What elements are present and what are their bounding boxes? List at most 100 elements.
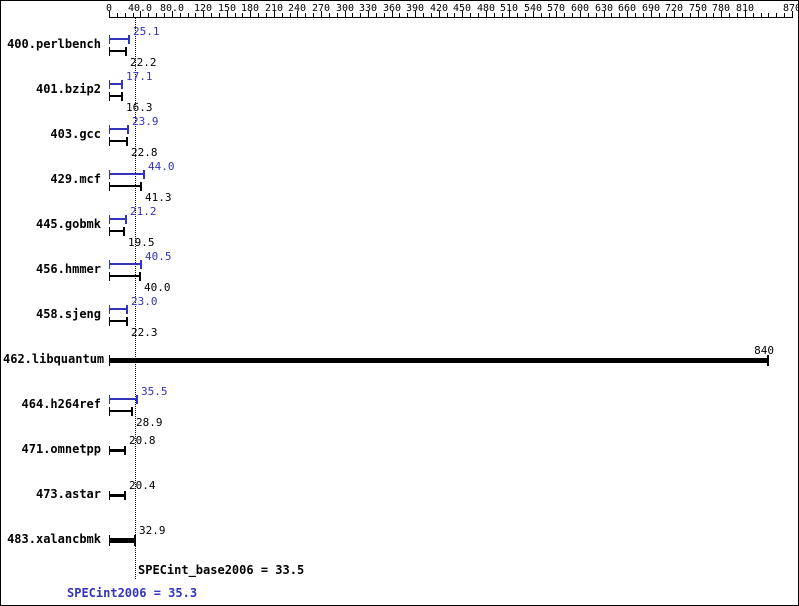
- x-axis-minor-tick: [399, 13, 400, 17]
- x-axis-tick-label: 480: [476, 3, 496, 14]
- x-axis-minor-tick: [470, 13, 471, 17]
- x-axis-minor-tick: [235, 13, 236, 17]
- benchmark-label: 445.gobmk: [35, 217, 101, 231]
- x-axis-minor-tick: [596, 13, 597, 17]
- base-bar-left-cap: [109, 272, 110, 281]
- x-axis-minor-tick: [219, 13, 220, 17]
- x-axis-minor-tick: [666, 13, 667, 17]
- x-axis-tick-label: 40.0: [127, 3, 153, 14]
- x-axis-major-tick: [172, 11, 173, 17]
- base-bar: [109, 449, 125, 452]
- peak-bar-end-cap: [126, 305, 128, 314]
- x-axis-minor-tick: [478, 13, 479, 17]
- x-axis-minor-tick: [313, 13, 314, 17]
- x-axis-major-tick: [368, 11, 369, 17]
- x-axis-minor-tick: [447, 13, 448, 17]
- x-axis-minor-tick: [454, 13, 455, 17]
- x-axis-minor-tick: [329, 13, 330, 17]
- x-axis-minor-tick: [706, 13, 707, 17]
- x-axis-minor-tick: [588, 13, 589, 17]
- x-axis-tick-label: 150: [217, 3, 237, 14]
- base-value-label: 28.9: [136, 416, 163, 429]
- base-bar-end-cap: [124, 446, 126, 455]
- x-axis-major-tick: [321, 11, 322, 17]
- benchmark-label: 464.h264ref: [21, 397, 101, 411]
- base-bar: [109, 185, 141, 187]
- x-axis-minor-tick: [690, 13, 691, 17]
- base-bar: [109, 50, 126, 52]
- x-axis-tick-label: 780: [711, 3, 731, 14]
- x-axis-major-tick: [345, 11, 346, 17]
- peak-bar-end-cap: [128, 35, 130, 44]
- x-axis-major-tick: [274, 11, 275, 17]
- base-bar-left-cap: [109, 446, 110, 455]
- peak-value-label: 25.1: [133, 25, 160, 38]
- base-bar-left-cap: [109, 92, 110, 101]
- base-bar: [109, 358, 768, 363]
- x-axis-minor-tick: [682, 13, 683, 17]
- x-axis-major-tick: [698, 11, 699, 17]
- x-axis-tick-label: 300: [335, 3, 355, 14]
- base-bar-end-cap: [126, 137, 128, 146]
- x-axis-tick-label: 570: [546, 3, 566, 14]
- x-axis-minor-tick: [494, 13, 495, 17]
- base-value-label: 32.9: [139, 524, 166, 537]
- x-axis-minor-tick: [517, 13, 518, 17]
- peak-bar-left-cap: [109, 35, 110, 44]
- x-axis-tick-label: 870: [782, 3, 798, 14]
- x-axis-minor-tick: [784, 13, 785, 17]
- x-axis-minor-tick: [305, 13, 306, 17]
- x-axis-tick-label: 120: [193, 3, 213, 14]
- peak-bar-left-cap: [109, 305, 110, 314]
- x-axis-minor-tick: [713, 13, 714, 17]
- base-value-label: 16.3: [126, 101, 153, 114]
- x-axis-minor-tick: [125, 13, 126, 17]
- x-axis-major-tick: [392, 11, 393, 17]
- peak-bar-end-cap: [136, 395, 138, 404]
- x-axis-tick-label: 80.0: [159, 3, 185, 14]
- base-bar: [109, 410, 132, 412]
- x-axis-minor-tick: [525, 13, 526, 17]
- x-axis-minor-tick: [572, 13, 573, 17]
- peak-bar-left-cap: [109, 80, 110, 89]
- base-bar: [109, 140, 127, 142]
- base-bar: [109, 320, 127, 322]
- benchmark-label: 471.omnetpp: [21, 442, 101, 456]
- x-axis-tick-label: 240: [287, 3, 307, 14]
- x-axis-tick-label: 630: [594, 3, 614, 14]
- x-axis-major-tick: [462, 11, 463, 17]
- x-axis-minor-tick: [242, 13, 243, 17]
- x-axis-major-tick: [140, 11, 141, 17]
- x-axis-major-tick: [109, 11, 110, 17]
- peak-bar-left-cap: [109, 395, 110, 404]
- x-axis-tick-label: 690: [641, 3, 661, 14]
- base-bar-left-cap: [109, 317, 110, 326]
- base-bar-end-cap: [134, 535, 136, 546]
- peak-bar-end-cap: [140, 260, 142, 269]
- x-axis-minor-tick: [164, 13, 165, 17]
- x-axis-minor-tick: [423, 13, 424, 17]
- x-axis-major-tick: [745, 11, 746, 17]
- x-axis-major-tick: [533, 11, 534, 17]
- peak-value-label: 17.1: [126, 70, 153, 83]
- peak-bar: [109, 308, 127, 310]
- base-bar-left-cap: [109, 227, 110, 236]
- x-axis-tick-label: 810: [735, 3, 755, 14]
- x-axis-major-tick: [627, 11, 628, 17]
- base-bar-left-cap: [109, 407, 110, 416]
- base-value-label: 40.0: [144, 281, 171, 294]
- x-axis-minor-tick: [407, 13, 408, 17]
- x-axis-tick-label: 450: [452, 3, 472, 14]
- x-axis-tick-label: 0: [105, 3, 113, 14]
- peak-value-label: 35.5: [141, 385, 168, 398]
- x-axis-minor-tick: [195, 13, 196, 17]
- summary-peak-score: SPECint2006 = 35.3: [67, 586, 198, 600]
- peak-bar: [109, 218, 126, 220]
- base-bar-left-cap: [109, 137, 110, 146]
- peak-bar-left-cap: [109, 215, 110, 224]
- x-axis-minor-tick: [729, 13, 730, 17]
- base-value-label: 20.4: [129, 479, 156, 492]
- x-axis-minor-tick: [337, 13, 338, 17]
- base-bar-left-cap: [109, 47, 110, 56]
- benchmark-label: 400.perlbench: [7, 37, 101, 51]
